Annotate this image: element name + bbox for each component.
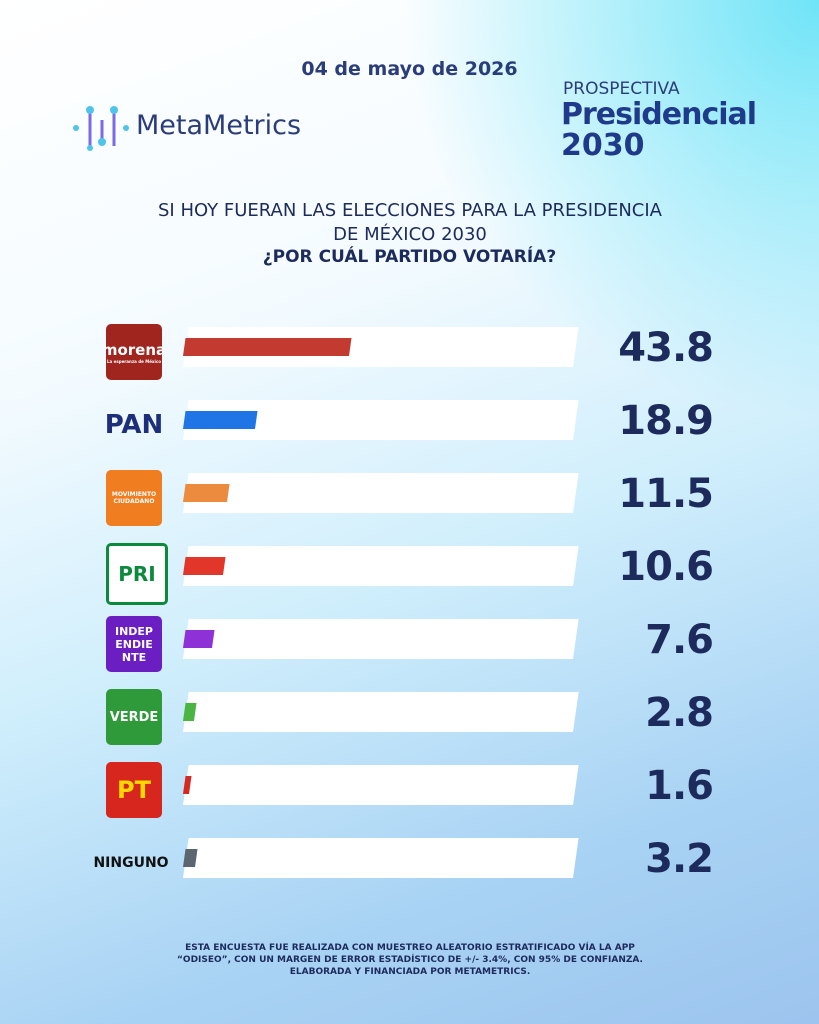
party-logo: morena La esperanza de México xyxy=(106,324,162,380)
chart-subtitle: ¿POR CUÁL PARTIDO VOTARÍA? xyxy=(262,247,557,267)
value-label: 1.6 xyxy=(645,763,714,809)
party-logo: VERDE xyxy=(106,689,162,745)
category-label: NINGUNO xyxy=(93,855,169,871)
tagline: La esperanza de México xyxy=(107,358,161,364)
party-logo: PAN xyxy=(106,397,162,453)
category-label: PRI xyxy=(118,562,156,586)
category-label: morena xyxy=(106,340,162,359)
bar xyxy=(183,484,230,502)
bar xyxy=(183,630,215,648)
brand-icon xyxy=(73,106,129,151)
party-logo: PT xyxy=(106,762,162,818)
bar-track xyxy=(183,546,579,586)
category-label: VERDE xyxy=(109,709,159,725)
party-logo: PRI xyxy=(106,543,168,605)
party-logo: MOVIMIENTO CIUDADANO xyxy=(106,470,162,526)
value-label: 43.8 xyxy=(618,325,714,371)
value-label: 10.6 xyxy=(618,544,714,590)
bar-track xyxy=(183,765,579,805)
party-logo: INDEPENDIENTE xyxy=(106,616,162,672)
date: 04 de mayo de 2026 xyxy=(301,58,518,80)
value-label: 18.9 xyxy=(618,398,714,444)
bar xyxy=(183,849,198,867)
bar-track xyxy=(183,838,579,878)
value-label: 11.5 xyxy=(618,471,714,517)
category-label: PT xyxy=(117,776,151,804)
bar xyxy=(183,411,258,429)
bar-track xyxy=(183,473,579,513)
category-label: INDEPENDIENTE xyxy=(114,624,153,664)
bar xyxy=(183,338,352,356)
party-logo: NINGUNO xyxy=(84,835,178,891)
chart-title: SI HOY FUERAN LAS ELECCIONES PARA LA PRE… xyxy=(157,200,662,245)
program-kicker: PROSPECTIVA xyxy=(563,79,680,99)
category-label: PAN xyxy=(106,410,162,440)
brand: MetaMetrics xyxy=(136,110,302,141)
value-label: 7.6 xyxy=(645,617,714,663)
footnote: ESTA ENCUESTA FUE REALIZADA CON MUESTREO… xyxy=(177,943,643,977)
category-label: MOVIMIENTO CIUDADANO xyxy=(111,491,157,505)
value-label: 3.2 xyxy=(645,836,714,882)
bar xyxy=(183,557,226,575)
program-title: Presidencial xyxy=(561,97,757,132)
value-label: 2.8 xyxy=(645,690,714,736)
program-year: 2030 xyxy=(561,128,645,163)
bar-track xyxy=(183,619,579,659)
bar-track xyxy=(183,692,579,732)
